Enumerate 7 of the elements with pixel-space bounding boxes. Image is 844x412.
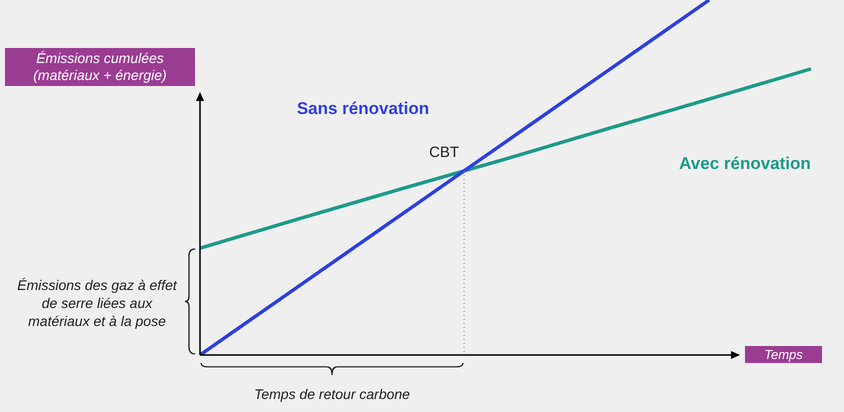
annotation: CBT [429, 144, 460, 161]
annotation: Émissions des gaz à effet de serre liées aux matériaux et à la pose [16, 276, 178, 330]
text: Sans rénovation [296, 99, 430, 119]
text: Temps de retour carbone [253, 386, 411, 402]
label-box: Temps [745, 346, 822, 363]
text: Avec rénovation [679, 154, 811, 174]
label-box: Émissions cumulées (matériaux + énergie) [5, 48, 195, 86]
